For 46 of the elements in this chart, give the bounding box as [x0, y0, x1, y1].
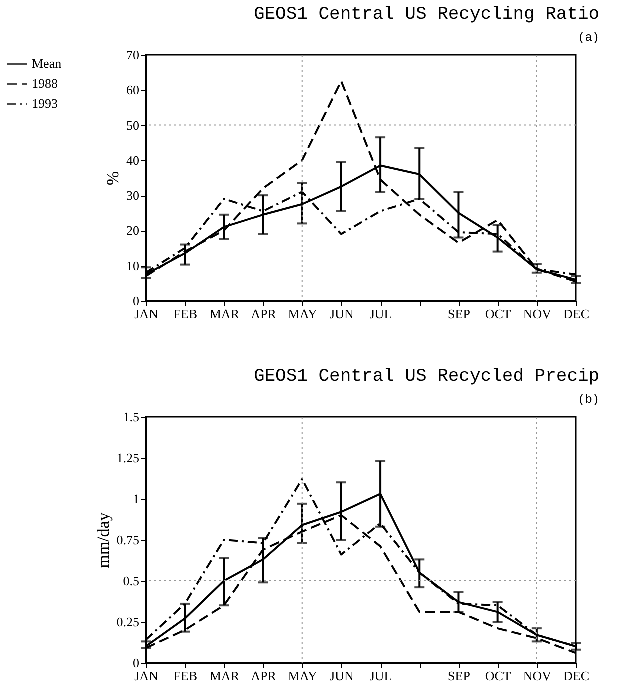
x-tick-label: NOV — [523, 668, 552, 684]
y-tick-label: 1.25 — [116, 450, 140, 466]
y-tick-label: 60 — [126, 82, 140, 98]
chart-title: GEOS1 Central US Recycling Ratio — [254, 5, 600, 25]
y-tick-label: 0 — [133, 294, 140, 308]
x-tick-label: MAY — [288, 306, 318, 322]
x-tick-label: MAR — [210, 306, 240, 322]
x-tick-label: JAN — [134, 668, 160, 684]
x-tick-label: JUL — [370, 306, 392, 322]
x-tick-label: NOV — [523, 306, 552, 322]
legend-label: 1988 — [32, 76, 58, 91]
x-tick-label: FEB — [174, 306, 198, 322]
y-tick-label: 30 — [126, 188, 140, 204]
text: (b) — [578, 393, 600, 407]
y-tick-label: 1.5 — [123, 410, 140, 424]
x-tick-label: DEC — [564, 306, 590, 322]
x-tick-label: APR — [251, 306, 277, 322]
y-axis-title: mm/day — [94, 512, 113, 568]
x-tick-label: FEB — [174, 668, 198, 684]
x-tick-label: SEP — [448, 306, 470, 322]
x-tick-label: JUN — [330, 668, 354, 684]
y-tick-label: 20 — [126, 223, 140, 238]
y-tick-label: 0.5 — [123, 574, 140, 588]
legend-label: Mean — [32, 56, 62, 71]
y-tick-label: 0.75 — [116, 532, 140, 548]
x-tick-label: JAN — [134, 306, 160, 322]
y-tick-label: 0 — [133, 656, 140, 670]
y-tick-label: 70 — [126, 48, 140, 62]
x-tick-label: JUN — [330, 306, 354, 322]
y-axis-title: % — [104, 171, 122, 186]
x-tick-label: MAR — [210, 668, 240, 684]
chart-title: GEOS1 Central US Recycled Precip — [254, 367, 600, 387]
x-tick-label: OCT — [485, 306, 512, 322]
x-tick-label: SEP — [448, 668, 470, 684]
y-tick-label: 0.25 — [116, 614, 140, 630]
y-tick-label: 10 — [126, 258, 140, 274]
x-tick-label: DEC — [564, 668, 590, 684]
y-tick-label: 50 — [126, 118, 140, 133]
x-tick-label: OCT — [485, 668, 512, 684]
y-tick-label: 40 — [126, 152, 140, 168]
y-tick-label: 1 — [133, 492, 140, 506]
x-tick-label: JUL — [370, 668, 392, 684]
x-tick-label: APR — [251, 668, 277, 684]
text: (a) — [578, 31, 600, 45]
legend-label: 1993 — [32, 96, 58, 111]
x-tick-label: MAY — [288, 668, 318, 684]
